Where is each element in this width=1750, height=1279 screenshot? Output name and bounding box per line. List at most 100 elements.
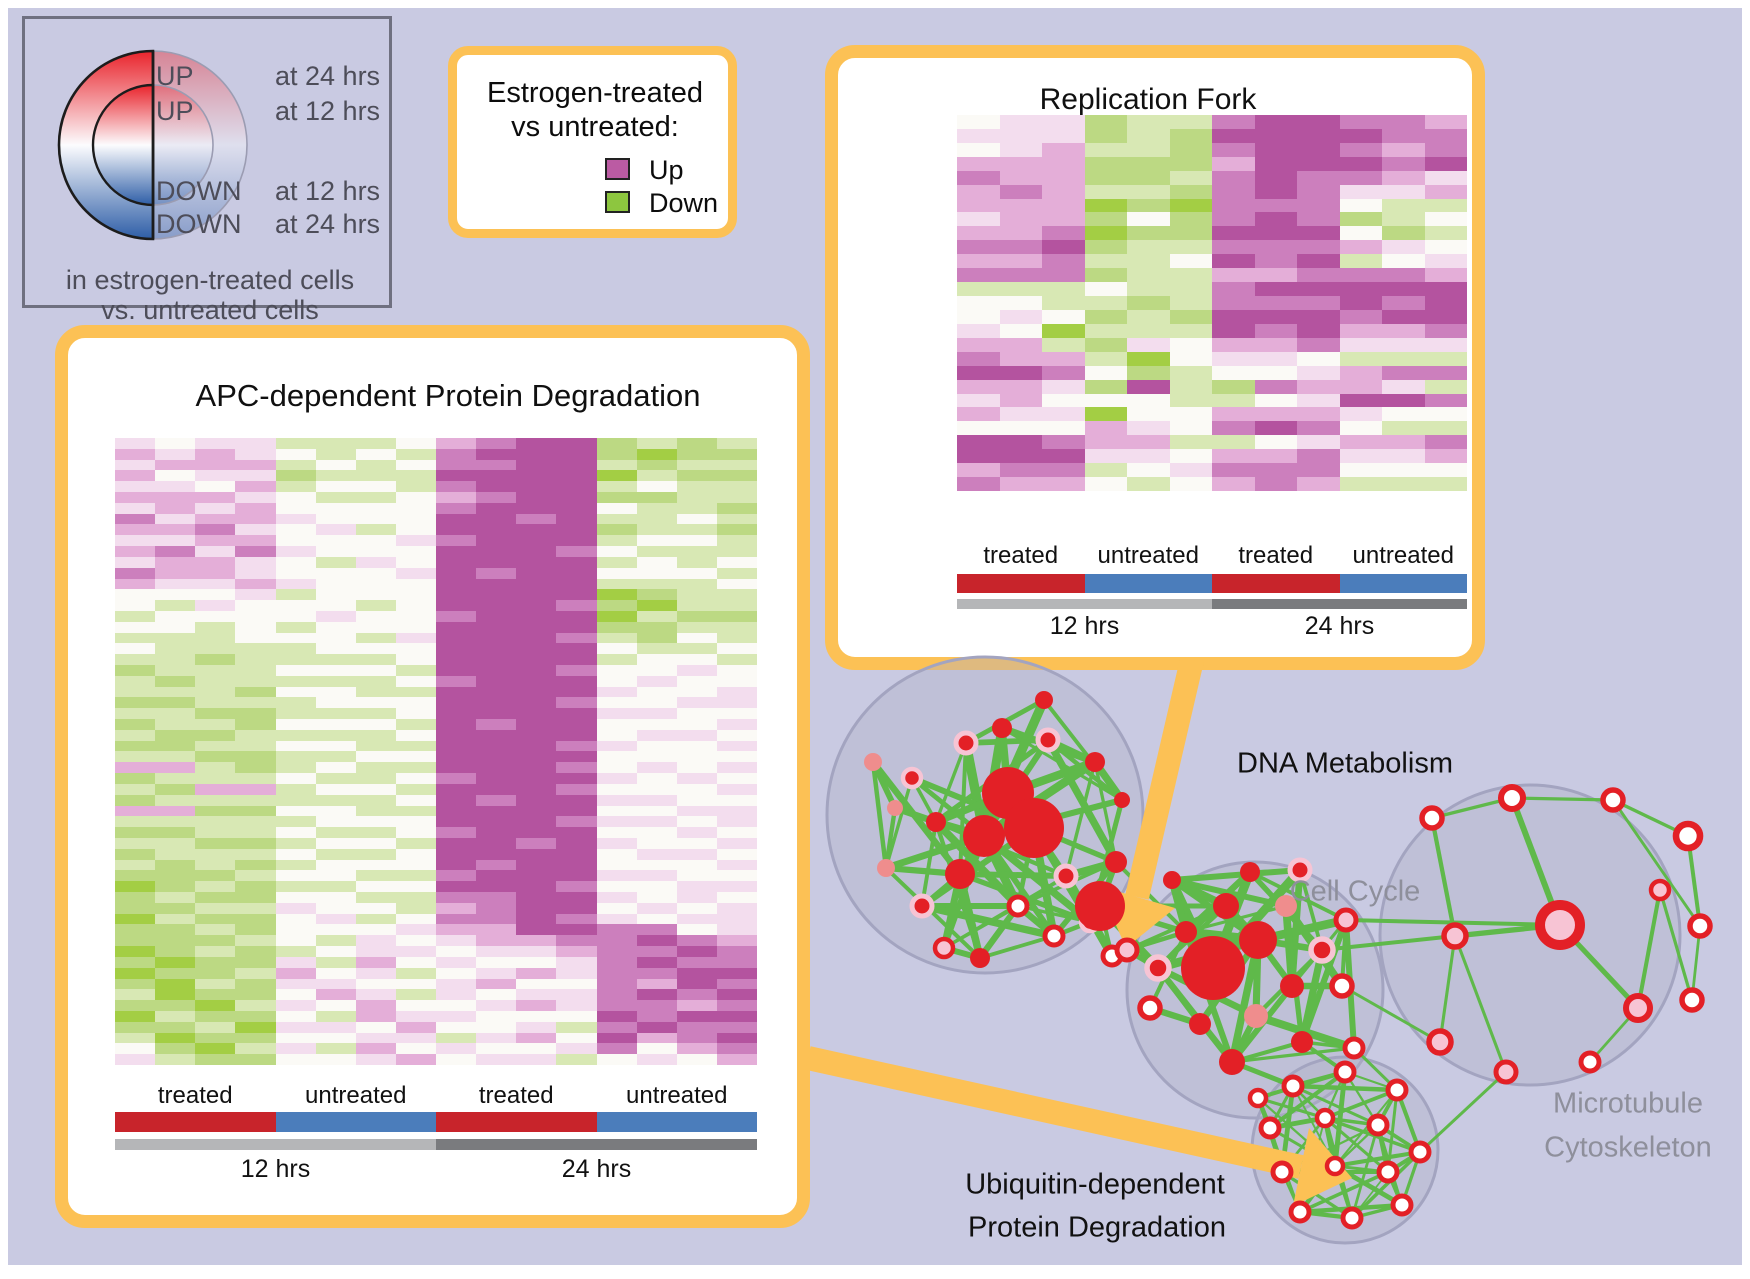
heatmap-cell bbox=[235, 870, 276, 882]
heatmap-cell bbox=[1424, 240, 1467, 255]
heatmap-cell bbox=[1382, 198, 1425, 213]
heatmap-cell bbox=[596, 837, 637, 849]
heatmap-cell bbox=[235, 783, 276, 795]
heatmap-cell bbox=[636, 762, 677, 774]
heatmap-cell bbox=[395, 967, 436, 979]
heatmap-cell bbox=[315, 459, 356, 471]
heatmap-cell bbox=[395, 902, 436, 914]
heatmap-cell bbox=[395, 848, 436, 860]
heatmap-cell bbox=[355, 751, 396, 763]
heatmap-cell bbox=[395, 989, 436, 1001]
heatmap-cell bbox=[516, 816, 557, 828]
heatmap-cell bbox=[1042, 240, 1085, 255]
heatmap-cell bbox=[395, 1043, 436, 1055]
heatmap-cell bbox=[436, 448, 477, 460]
heatmap-cell bbox=[1297, 393, 1340, 408]
condition-label: treated bbox=[983, 542, 1059, 569]
heatmap-cell bbox=[235, 848, 276, 860]
heatmap-cell bbox=[115, 1021, 156, 1033]
heatmap-cell bbox=[1042, 379, 1085, 394]
heatmap-cell bbox=[436, 1043, 477, 1055]
heatmap-cell bbox=[1169, 449, 1212, 464]
treated-bar bbox=[957, 574, 1085, 593]
heatmap-cell bbox=[476, 848, 517, 860]
heatmap-cell bbox=[275, 794, 316, 806]
heatmap-cell bbox=[516, 697, 557, 709]
heatmap-cell bbox=[275, 805, 316, 817]
heatmap-cell bbox=[957, 351, 1000, 366]
heatmap-cell bbox=[716, 1000, 757, 1011]
heatmap-cell bbox=[676, 913, 717, 925]
heatmap-cell bbox=[596, 578, 637, 590]
heatmap-cell bbox=[315, 902, 356, 914]
heatmap-cell bbox=[235, 989, 276, 1001]
heatmap-cell bbox=[275, 492, 316, 503]
heatmap-cell bbox=[516, 654, 557, 666]
untreated-bar bbox=[596, 1112, 757, 1132]
heatmap-cell bbox=[1042, 254, 1085, 269]
heatmap-cell bbox=[395, 524, 436, 536]
heatmap-cell bbox=[1127, 184, 1170, 199]
heatmap-cell bbox=[1339, 226, 1382, 241]
heatmap-cell bbox=[1382, 421, 1425, 436]
heatmap-cell bbox=[315, 535, 356, 547]
heatmap-cell bbox=[1212, 198, 1255, 213]
heatmap-cell bbox=[1424, 198, 1467, 213]
heatmap-cell bbox=[1254, 463, 1297, 478]
heatmap-cell bbox=[1254, 477, 1297, 491]
heatmap-cell bbox=[636, 708, 677, 720]
heatmap-cell bbox=[155, 956, 196, 968]
heatmap-cell bbox=[596, 859, 637, 871]
heatmap-cell bbox=[275, 783, 316, 795]
heatmap-cell bbox=[275, 438, 316, 449]
heatmap-cell bbox=[1169, 337, 1212, 352]
heatmap-cell bbox=[957, 393, 1000, 408]
heatmap-cell bbox=[1254, 351, 1297, 366]
heatmap-cell bbox=[516, 492, 557, 503]
heatmap-cell bbox=[1297, 449, 1340, 464]
heatmap-cell bbox=[1382, 184, 1425, 199]
heatmap-cell bbox=[395, 481, 436, 493]
heatmap-cell bbox=[395, 621, 436, 633]
heatmap-cell bbox=[235, 524, 276, 536]
heatmap-cell bbox=[355, 492, 396, 503]
heatmap-cell bbox=[999, 115, 1042, 129]
heatmap-cell bbox=[636, 632, 677, 644]
heatmap-cell bbox=[1127, 254, 1170, 269]
heatmap-cell bbox=[716, 438, 757, 449]
heatmap-cell bbox=[596, 827, 637, 838]
heatmap-cell bbox=[155, 881, 196, 893]
heatmap-cell bbox=[275, 578, 316, 590]
heatmap-cell bbox=[436, 459, 477, 471]
heatmap-cell bbox=[1254, 226, 1297, 241]
heatmap-cell bbox=[195, 719, 236, 730]
heatmap-cell bbox=[556, 1021, 597, 1033]
heatmap-cell bbox=[476, 643, 517, 655]
heatmap-cell bbox=[1339, 309, 1382, 324]
heatmap-cell bbox=[1424, 254, 1467, 269]
heatmap-cell bbox=[636, 610, 677, 622]
heatmap-cell bbox=[275, 654, 316, 666]
heatmap-cell bbox=[235, 578, 276, 590]
heatmap-cell bbox=[596, 665, 637, 676]
heatmap-cell bbox=[1127, 142, 1170, 157]
heatmap-cell bbox=[436, 524, 477, 536]
heatmap-cell bbox=[275, 740, 316, 752]
heatmap-cell bbox=[596, 751, 637, 763]
heatmap-cell bbox=[275, 773, 316, 784]
heatmap-cell bbox=[355, 600, 396, 611]
heatmap-cell bbox=[716, 913, 757, 925]
ring-legend-direction: DOWN bbox=[156, 209, 242, 239]
heatmap-cell bbox=[596, 740, 637, 752]
heatmap-cell bbox=[235, 859, 276, 871]
heatmap-cell bbox=[195, 859, 236, 871]
heatmap-cell bbox=[1339, 351, 1382, 366]
heatmap-cell bbox=[195, 556, 236, 568]
heatmap-cell bbox=[716, 837, 757, 849]
heatmap-cell bbox=[155, 1054, 196, 1065]
heatmap-cell bbox=[957, 282, 1000, 297]
heatmap-cell bbox=[315, 848, 356, 860]
heatmap-cell bbox=[436, 470, 477, 482]
heatmap-cell bbox=[395, 1054, 436, 1065]
heatmap-cell bbox=[999, 393, 1042, 408]
